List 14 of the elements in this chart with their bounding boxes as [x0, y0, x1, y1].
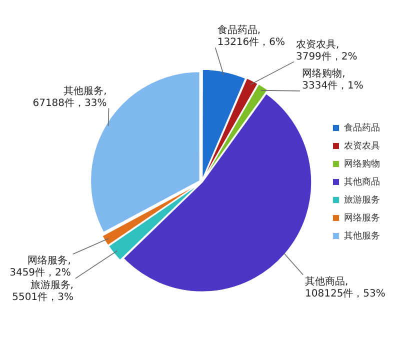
- legend-label: 旅游服务: [344, 194, 380, 206]
- data-label: 旅游服务, 5501件，3%: [12, 279, 74, 304]
- legend-label: 食品药品: [344, 122, 380, 134]
- data-label: 网络服务, 3459件，2%: [10, 254, 71, 279]
- legend-label: 其他服务: [344, 230, 380, 242]
- legend-label: 农资农具: [344, 140, 380, 152]
- legend-label: 网络服务: [344, 212, 380, 224]
- data-label: 食品药品, 13216件，6%: [217, 24, 286, 48]
- data-label: 其他服务, 67188件，33%: [32, 84, 107, 109]
- legend-label: 其他商品: [344, 176, 380, 188]
- data-label: 农资农具, 3799件，2%: [296, 38, 358, 62]
- data-label: 其他商品, 108125件，53%: [305, 275, 386, 300]
- data-label: 网络购物, 3334件，1%: [302, 68, 364, 92]
- legend-label: 网络购物: [344, 158, 380, 170]
